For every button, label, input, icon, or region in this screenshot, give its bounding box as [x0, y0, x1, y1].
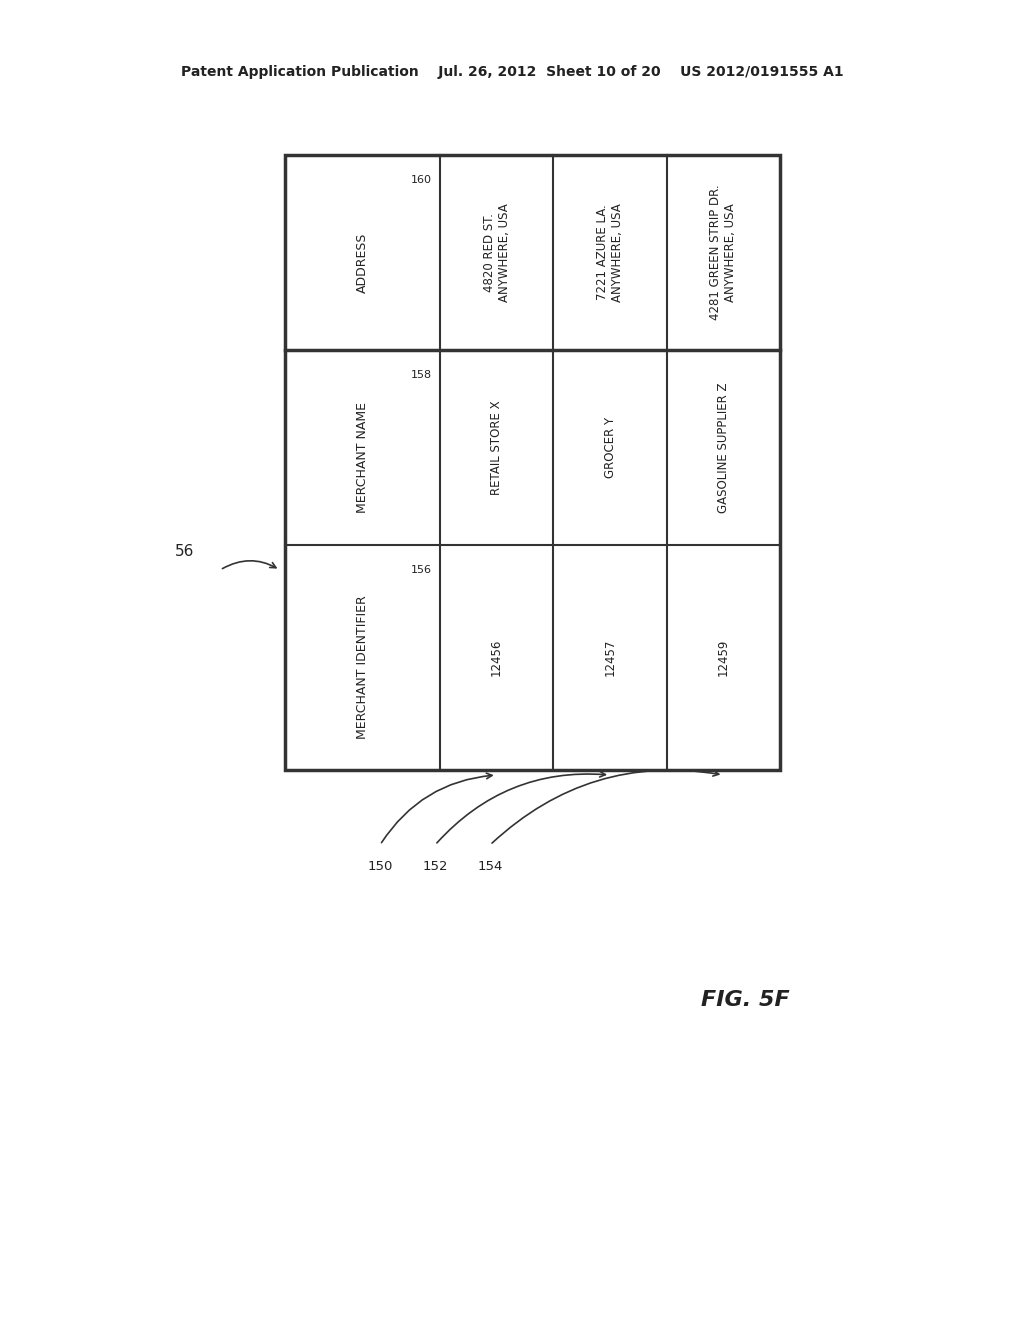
Text: GROCER Y: GROCER Y: [603, 417, 616, 478]
Text: MERCHANT NAME: MERCHANT NAME: [356, 403, 369, 513]
Text: 56: 56: [175, 544, 195, 560]
Text: 4281 GREEN STRIP DR.
ANYWHERE, USA: 4281 GREEN STRIP DR. ANYWHERE, USA: [710, 185, 737, 321]
Bar: [285, 154, 780, 770]
Text: 154: 154: [477, 861, 503, 873]
Text: 4820 RED ST.
ANYWHERE, USA: 4820 RED ST. ANYWHERE, USA: [482, 203, 511, 302]
Text: 12456: 12456: [490, 639, 503, 676]
Text: RETAIL STORE X: RETAIL STORE X: [490, 400, 503, 495]
Text: MERCHANT IDENTIFIER: MERCHANT IDENTIFIER: [356, 595, 369, 739]
Text: 160: 160: [411, 176, 432, 185]
Text: 158: 158: [411, 370, 432, 380]
Text: FIG. 5F: FIG. 5F: [700, 990, 790, 1010]
Text: GASOLINE SUPPLIER Z: GASOLINE SUPPLIER Z: [717, 383, 730, 512]
Text: 7221 AZURE LA.
ANYWHERE, USA: 7221 AZURE LA. ANYWHERE, USA: [596, 203, 624, 302]
Text: 152: 152: [422, 861, 447, 873]
Text: Patent Application Publication    Jul. 26, 2012  Sheet 10 of 20    US 2012/01915: Patent Application Publication Jul. 26, …: [180, 65, 844, 79]
Text: 12459: 12459: [717, 639, 730, 676]
Text: ADDRESS: ADDRESS: [356, 232, 369, 293]
Text: 150: 150: [368, 861, 392, 873]
Text: 156: 156: [411, 565, 432, 576]
Text: 12457: 12457: [603, 639, 616, 676]
